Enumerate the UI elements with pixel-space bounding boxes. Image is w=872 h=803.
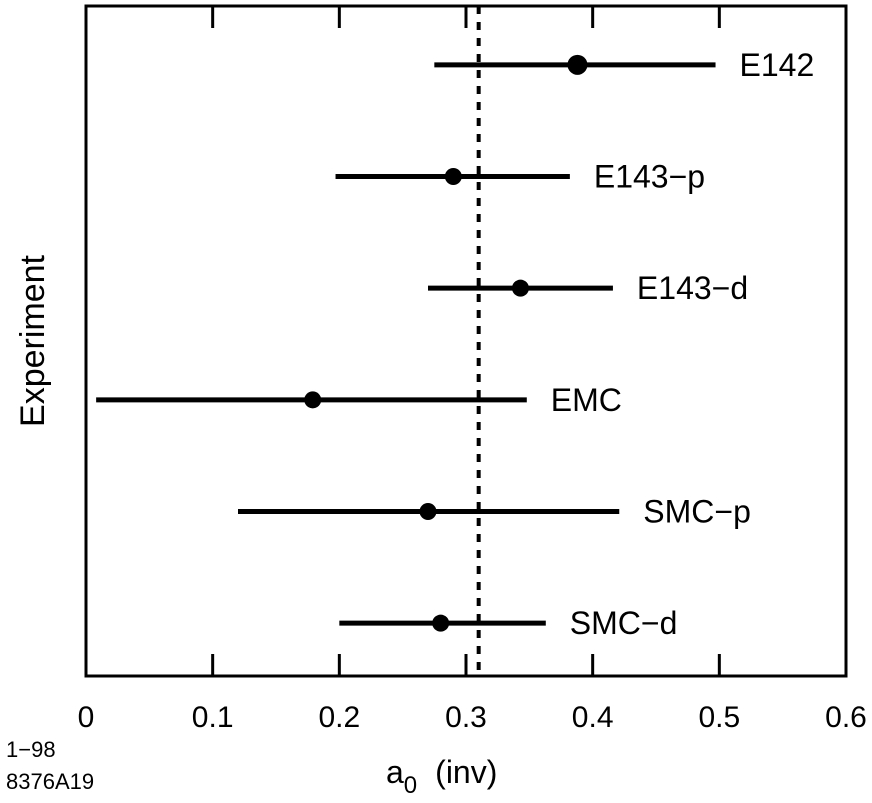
x-tick-label-2: 0.2 <box>318 701 360 734</box>
point-label-e142: E142 <box>740 47 815 83</box>
point-group-smc-p: SMC−p <box>238 494 751 530</box>
x-tick-label-4: 0.4 <box>572 701 614 734</box>
point-group-e142: E142 <box>434 47 814 83</box>
data-points: E142 E143−p E143−d EMC SMC−p SMC−d <box>96 47 814 641</box>
point-label-emc: EMC <box>551 382 622 418</box>
point-group-e143-d: E143−d <box>428 270 748 306</box>
x-tick-label-5: 0.5 <box>698 701 740 734</box>
y-axis-title: Experiment <box>14 254 52 427</box>
x-axis-title: a0 (inv) <box>386 754 497 799</box>
data-point-e143-d <box>511 279 529 297</box>
x-ticks <box>84 6 848 676</box>
plot-frame <box>84 4 848 678</box>
footer-code: 8376A19 <box>6 769 94 794</box>
x-tick-label-6: 0.6 <box>825 701 867 734</box>
point-label-smc-p: SMC−p <box>643 494 751 530</box>
data-point-smc-d <box>432 614 450 632</box>
data-point-emc <box>304 391 322 409</box>
x-tick-label-3: 0.3 <box>445 701 487 734</box>
footer-date: 1−98 <box>6 737 56 762</box>
x-axis-title-suffix: (inv) <box>435 754 497 790</box>
data-point-e143-p <box>444 168 462 185</box>
point-label-e143-d: E143−d <box>637 270 748 306</box>
data-point-e142 <box>567 54 588 75</box>
data-point-smc-p <box>419 503 437 520</box>
x-tick-label-1: 0.1 <box>192 701 234 734</box>
point-group-e143-p: E143−p <box>335 159 705 195</box>
point-group-smc-d: SMC−d <box>339 605 677 641</box>
x-axis-title-main: a <box>386 754 404 790</box>
point-label-e143-p: E143−p <box>594 159 705 195</box>
x-tick-labels: 0 0.1 0.2 0.3 0.4 0.5 0.6 <box>78 701 867 734</box>
point-group-emc: EMC <box>96 382 622 418</box>
x-axis-title-subscript: 0 <box>404 772 417 799</box>
x-tick-label-0: 0 <box>78 701 95 734</box>
point-label-smc-d: SMC−d <box>570 605 678 641</box>
